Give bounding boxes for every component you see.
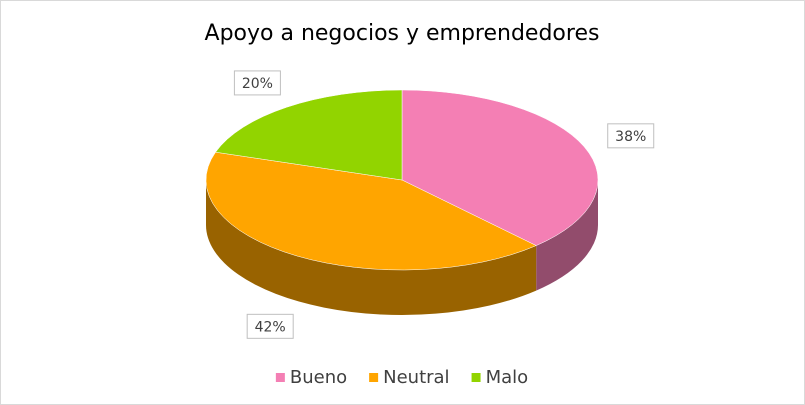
data-label: 42% <box>255 319 286 335</box>
data-label-box <box>233 70 281 96</box>
legend-label: Bueno <box>290 367 347 388</box>
data-label-box <box>246 313 294 339</box>
legend-swatch <box>369 373 379 382</box>
pie: 38% 42% 20% <box>205 70 655 339</box>
slice <box>401 89 599 246</box>
legend: Bueno Neutral Malo <box>275 367 529 388</box>
slice <box>205 151 537 271</box>
chart-title: Apoyo a negocios y emprendedores <box>205 21 600 46</box>
legend-label: Malo <box>486 367 529 388</box>
data-label: 38% <box>615 129 646 145</box>
legend-swatch <box>275 373 285 382</box>
slice <box>215 89 403 181</box>
data-label-box <box>607 123 655 149</box>
legend-swatch <box>471 373 481 382</box>
data-label: 20% <box>242 76 273 92</box>
slice-side <box>206 180 537 315</box>
slice-side <box>536 180 598 291</box>
legend-label: Neutral <box>383 367 449 388</box>
